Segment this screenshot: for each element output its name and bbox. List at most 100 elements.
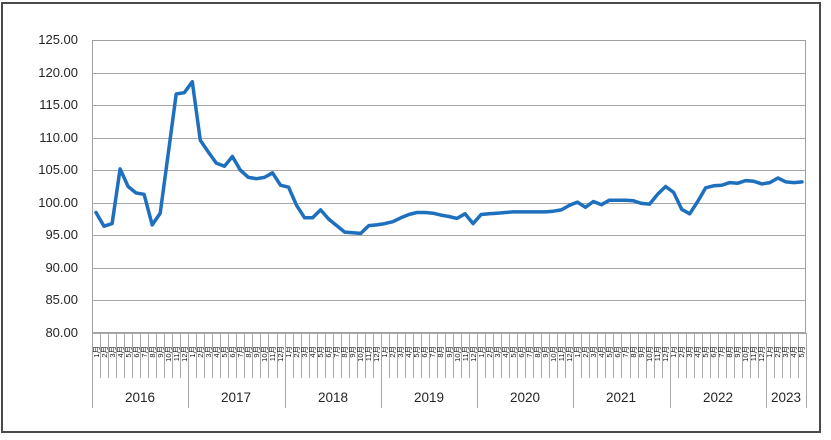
- month-tick: [742, 333, 743, 378]
- month-tick: [774, 333, 775, 378]
- month-tick: [581, 333, 582, 378]
- y-axis-tick-label: 125.00: [38, 32, 78, 47]
- month-tick: [413, 333, 414, 378]
- y-axis-tick-label: 110.00: [39, 130, 78, 145]
- month-tick: [461, 333, 462, 378]
- y-axis-tick-label: 100.00: [38, 195, 78, 210]
- month-tick: [686, 333, 687, 378]
- month-tick: [533, 333, 534, 378]
- month-tick: [244, 333, 245, 378]
- month-tick: [758, 333, 759, 378]
- year-separator: [188, 333, 189, 408]
- series-line: [94, 79, 804, 236]
- x-axis-year-label: 2017: [220, 390, 252, 405]
- gridline: [92, 170, 806, 171]
- month-tick: [589, 333, 590, 378]
- month-tick: [228, 333, 229, 378]
- month-tick: [654, 333, 655, 378]
- gridline: [92, 105, 806, 106]
- month-tick: [565, 333, 566, 378]
- month-tick: [646, 333, 647, 378]
- month-tick: [798, 333, 799, 378]
- gridline: [92, 333, 806, 334]
- month-tick: [204, 333, 205, 378]
- gridline: [92, 300, 806, 301]
- month-tick: [453, 333, 454, 378]
- month-tick: [277, 333, 278, 378]
- y-axis-tick-label: 85.00: [45, 292, 78, 307]
- month-tick: [252, 333, 253, 378]
- year-separator: [381, 333, 382, 408]
- y-axis-tick-label: 115.00: [39, 97, 78, 112]
- x-axis-year-label: 2021: [605, 390, 637, 405]
- month-tick: [212, 333, 213, 378]
- month-tick: [429, 333, 430, 378]
- month-tick: [702, 333, 703, 378]
- month-tick: [373, 333, 374, 378]
- month-tick: [621, 333, 622, 378]
- month-tick: [236, 333, 237, 378]
- month-tick: [694, 333, 695, 378]
- month-tick: [525, 333, 526, 378]
- month-tick: [293, 333, 294, 378]
- month-tick: [268, 333, 269, 378]
- month-tick: [485, 333, 486, 378]
- month-tick: [180, 333, 181, 378]
- month-tick: [597, 333, 598, 378]
- month-tick: [726, 333, 727, 378]
- month-tick: [140, 333, 141, 378]
- gridline: [92, 138, 806, 139]
- month-tick: [782, 333, 783, 378]
- month-tick: [156, 333, 157, 378]
- month-tick: [108, 333, 109, 378]
- month-tick: [501, 333, 502, 378]
- month-tick: [710, 333, 711, 378]
- gridline: [92, 235, 806, 236]
- month-tick: [397, 333, 398, 378]
- month-tick: [341, 333, 342, 378]
- month-tick: [790, 333, 791, 378]
- month-tick: [445, 333, 446, 378]
- year-separator: [285, 333, 286, 408]
- month-tick: [437, 333, 438, 378]
- month-tick: [148, 333, 149, 378]
- year-separator: [477, 333, 478, 408]
- y-axis-tick-label: 90.00: [45, 260, 78, 275]
- month-tick: [124, 333, 125, 378]
- month-tick: [750, 333, 751, 378]
- month-tick: [260, 333, 261, 378]
- y-axis-tick-label: 105.00: [38, 162, 78, 177]
- gridline: [92, 203, 806, 204]
- month-tick: [164, 333, 165, 378]
- year-separator: [766, 333, 767, 408]
- month-tick: [349, 333, 350, 378]
- month-tick: [421, 333, 422, 378]
- month-tick: [469, 333, 470, 378]
- x-axis-year-label: 2018: [317, 390, 349, 405]
- y-axis-tick-label: 95.00: [45, 227, 78, 242]
- month-tick: [549, 333, 550, 378]
- month-tick: [613, 333, 614, 378]
- month-tick: [638, 333, 639, 378]
- month-tick: [662, 333, 663, 378]
- plot-area: [92, 40, 806, 333]
- month-tick: [734, 333, 735, 378]
- month-tick: [718, 333, 719, 378]
- month-tick: [509, 333, 510, 378]
- y-axis-tick-label: 80.00: [45, 325, 78, 340]
- month-tick: [309, 333, 310, 378]
- month-tick: [196, 333, 197, 378]
- month-tick: [541, 333, 542, 378]
- month-tick: [517, 333, 518, 378]
- month-tick: [333, 333, 334, 378]
- year-separator: [573, 333, 574, 408]
- month-tick: [172, 333, 173, 378]
- month-tick: [678, 333, 679, 378]
- year-separator: [92, 333, 93, 408]
- month-tick: [301, 333, 302, 378]
- x-axis-year-label: 2016: [124, 390, 156, 405]
- month-tick: [220, 333, 221, 378]
- x-axis-year-label: 2022: [702, 390, 734, 405]
- x-axis-year-label: 2019: [413, 390, 445, 405]
